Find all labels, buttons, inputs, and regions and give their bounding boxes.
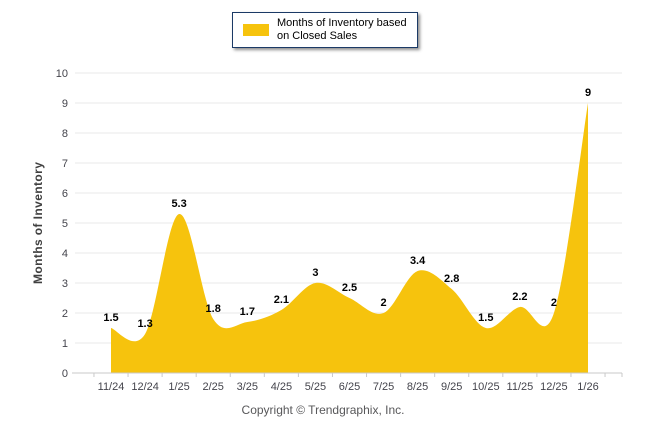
- y-tick-label: 4: [62, 248, 68, 260]
- data-label: 2.8: [444, 273, 459, 285]
- x-tick-label: 3/25: [237, 381, 258, 393]
- x-tick-label: 10/25: [472, 381, 500, 393]
- area-series: [111, 103, 588, 373]
- legend: Months of Inventory based on Closed Sale…: [232, 12, 418, 48]
- data-label: 1.7: [240, 306, 255, 318]
- x-tick-label: 12/24: [131, 381, 159, 393]
- x-tick-label: 1/25: [168, 381, 189, 393]
- y-tick-label: 3: [62, 278, 68, 290]
- y-tick-label: 8: [62, 128, 68, 140]
- legend-label-line2: on Closed Sales: [277, 30, 358, 42]
- y-axis-title: Months of Inventory: [31, 161, 45, 285]
- data-label: 1.5: [103, 312, 118, 324]
- data-label: 2: [381, 297, 387, 309]
- data-label: 1.5: [478, 312, 493, 324]
- x-tick-label: 8/25: [407, 381, 428, 393]
- x-tick-label: 5/25: [305, 381, 326, 393]
- y-tick-label: 7: [62, 158, 68, 170]
- x-tick-label: 7/25: [373, 381, 394, 393]
- data-label: 1.8: [206, 303, 221, 315]
- y-tick-label: 2: [62, 308, 68, 320]
- y-tick-label: 1: [62, 338, 68, 350]
- data-label: 3.4: [410, 255, 426, 267]
- data-label: 2.5: [342, 282, 357, 294]
- x-tick-label: 12/25: [540, 381, 568, 393]
- data-label: 5.3: [171, 198, 186, 210]
- x-tick-label: 6/25: [339, 381, 360, 393]
- y-tick-label: 0: [62, 368, 68, 380]
- data-label: 3: [312, 267, 318, 279]
- y-tick-label: 9: [62, 98, 68, 110]
- x-tick-label: 9/25: [441, 381, 462, 393]
- y-tick-label: 10: [56, 68, 68, 80]
- y-tick-label: 5: [62, 218, 68, 230]
- y-tick-label: 6: [62, 188, 68, 200]
- x-tick-label: 1/26: [577, 381, 598, 393]
- data-label: 2: [551, 297, 557, 309]
- data-label: 9: [585, 87, 591, 99]
- legend-label: Months of Inventory based on Closed Sale…: [277, 17, 407, 43]
- copyright-text: Copyright © Trendgraphix, Inc.: [241, 403, 405, 417]
- data-label: 2.1: [274, 294, 289, 306]
- x-tick-label: 11/24: [98, 381, 125, 393]
- data-label: 1.3: [137, 318, 152, 330]
- data-label: 2.2: [512, 291, 527, 303]
- x-tick-label: 11/25: [507, 381, 534, 393]
- legend-swatch: [243, 24, 269, 36]
- x-tick-label: 2/25: [202, 381, 223, 393]
- x-tick-label: 4/25: [271, 381, 292, 393]
- legend-label-line1: Months of Inventory based: [277, 17, 407, 29]
